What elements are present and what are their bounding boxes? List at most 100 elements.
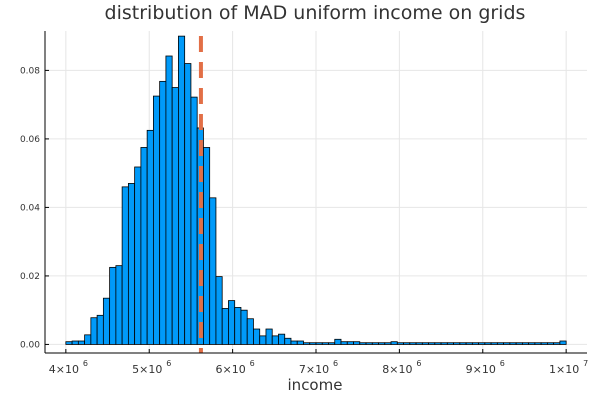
histogram-bar xyxy=(159,80,167,345)
histogram-bar xyxy=(171,87,179,345)
histogram-bar xyxy=(359,342,367,345)
y-tick-label: 0.08 xyxy=(20,66,40,76)
histogram-bar xyxy=(246,318,254,345)
chart-title: distribution of MAD uniform income on gr… xyxy=(105,2,526,24)
histogram-bar xyxy=(459,342,467,345)
histogram-bar xyxy=(115,265,123,345)
histogram-bar xyxy=(84,334,92,345)
x-tick-label: 7×10 xyxy=(299,363,329,376)
histogram-bar xyxy=(403,342,411,345)
histogram-bar xyxy=(146,129,154,345)
histogram-bar xyxy=(534,342,542,345)
histogram-bar xyxy=(127,183,136,345)
histogram-bar xyxy=(121,186,129,345)
histogram-bar xyxy=(346,341,354,345)
histogram-bar xyxy=(221,308,229,345)
histogram-bar xyxy=(328,342,336,345)
y-tick-label: 0.04 xyxy=(20,203,40,213)
histogram-bar xyxy=(284,337,292,345)
histogram-bar xyxy=(184,63,192,345)
x-tick-label: 5×10 xyxy=(132,363,162,376)
x-tick-exponent: 6 xyxy=(416,359,421,368)
histogram-bar xyxy=(378,342,386,345)
histogram-bar xyxy=(365,342,373,345)
y-tick-label: 0.00 xyxy=(20,340,40,350)
histogram-bar xyxy=(315,342,323,345)
histogram-bar xyxy=(152,95,161,345)
histogram-bar xyxy=(509,342,517,345)
histogram-bar xyxy=(521,342,530,345)
x-tick-label: 9×10 xyxy=(466,363,496,376)
histogram-bar xyxy=(446,342,454,345)
histogram-bar xyxy=(496,342,505,345)
x-tick-label: 1×10 xyxy=(549,363,579,376)
x-tick-exponent: 6 xyxy=(166,359,171,368)
histogram-bar xyxy=(490,342,498,345)
grid-lines xyxy=(45,31,587,353)
histogram-bar xyxy=(234,307,242,345)
x-tick-label: 8×10 xyxy=(382,363,412,376)
histogram-bar xyxy=(471,342,480,345)
y-tick-label: 0.02 xyxy=(20,272,40,282)
histogram-bar xyxy=(340,341,348,345)
histogram-bar xyxy=(553,342,561,345)
histogram-bar xyxy=(409,342,417,345)
histogram-bar xyxy=(528,342,536,345)
histogram-bar xyxy=(77,340,86,345)
histogram-bar xyxy=(165,55,173,345)
histogram-bar xyxy=(259,335,267,345)
histogram-bar xyxy=(321,342,329,345)
histogram-bar xyxy=(209,197,217,345)
axes xyxy=(44,31,587,354)
histogram-bar xyxy=(390,341,398,345)
histogram-bar xyxy=(271,335,279,345)
histogram-bar xyxy=(484,342,492,345)
histogram-bar xyxy=(303,342,311,345)
histogram-bar xyxy=(371,342,379,345)
histogram-bar xyxy=(384,342,392,345)
x-tick-label: 6×10 xyxy=(216,363,246,376)
x-tick-exponent: 6 xyxy=(500,359,505,368)
histogram-bar xyxy=(228,300,236,345)
histogram-bar xyxy=(253,328,261,345)
histogram-bar xyxy=(109,266,117,345)
y-tick-labels: 0.00 0.02 0.04 0.06 0.08 xyxy=(20,66,40,350)
histogram-bars xyxy=(65,35,567,345)
histogram-bar xyxy=(453,342,461,345)
x-tick-label: 4×10 xyxy=(49,363,79,376)
x-tick-exponent: 6 xyxy=(83,359,88,368)
x-tick-exponent: 7 xyxy=(583,359,588,368)
histogram-bar xyxy=(65,341,73,345)
histogram-bar xyxy=(540,342,548,345)
histogram-bar xyxy=(434,342,442,345)
x-tick-exponent: 6 xyxy=(250,359,255,368)
histogram-bar xyxy=(353,341,361,345)
histogram-bar xyxy=(203,147,211,345)
histogram-bar xyxy=(296,340,304,345)
histogram-bar xyxy=(102,297,111,345)
histogram-bar xyxy=(96,314,104,345)
histogram-bar xyxy=(140,147,148,345)
x-tick-labels: 4×10 6 5×10 6 6×10 6 7×10 6 8×10 6 9×10 6 1×10 7 xyxy=(49,359,589,376)
histogram-bar xyxy=(559,340,567,345)
histogram-bar xyxy=(190,96,198,345)
histogram-bar xyxy=(265,328,273,345)
histogram-bar xyxy=(134,166,142,345)
histogram-bar xyxy=(90,317,98,345)
y-tick-label: 0.06 xyxy=(20,135,40,145)
histogram-bar xyxy=(428,342,436,345)
histogram-bar xyxy=(290,340,298,345)
histogram-bar xyxy=(309,342,317,345)
x-tick-exponent: 6 xyxy=(333,359,338,368)
histogram-bar xyxy=(278,333,286,345)
histogram-bar xyxy=(240,309,248,345)
x-axis-label: income xyxy=(288,376,343,394)
histogram-bar xyxy=(503,342,511,345)
histogram-bar xyxy=(334,338,342,345)
histogram-bar xyxy=(415,342,423,345)
histogram-bar xyxy=(71,340,79,345)
histogram-bar xyxy=(478,342,486,345)
histogram-bar xyxy=(396,342,404,345)
histogram-bar xyxy=(465,342,473,345)
